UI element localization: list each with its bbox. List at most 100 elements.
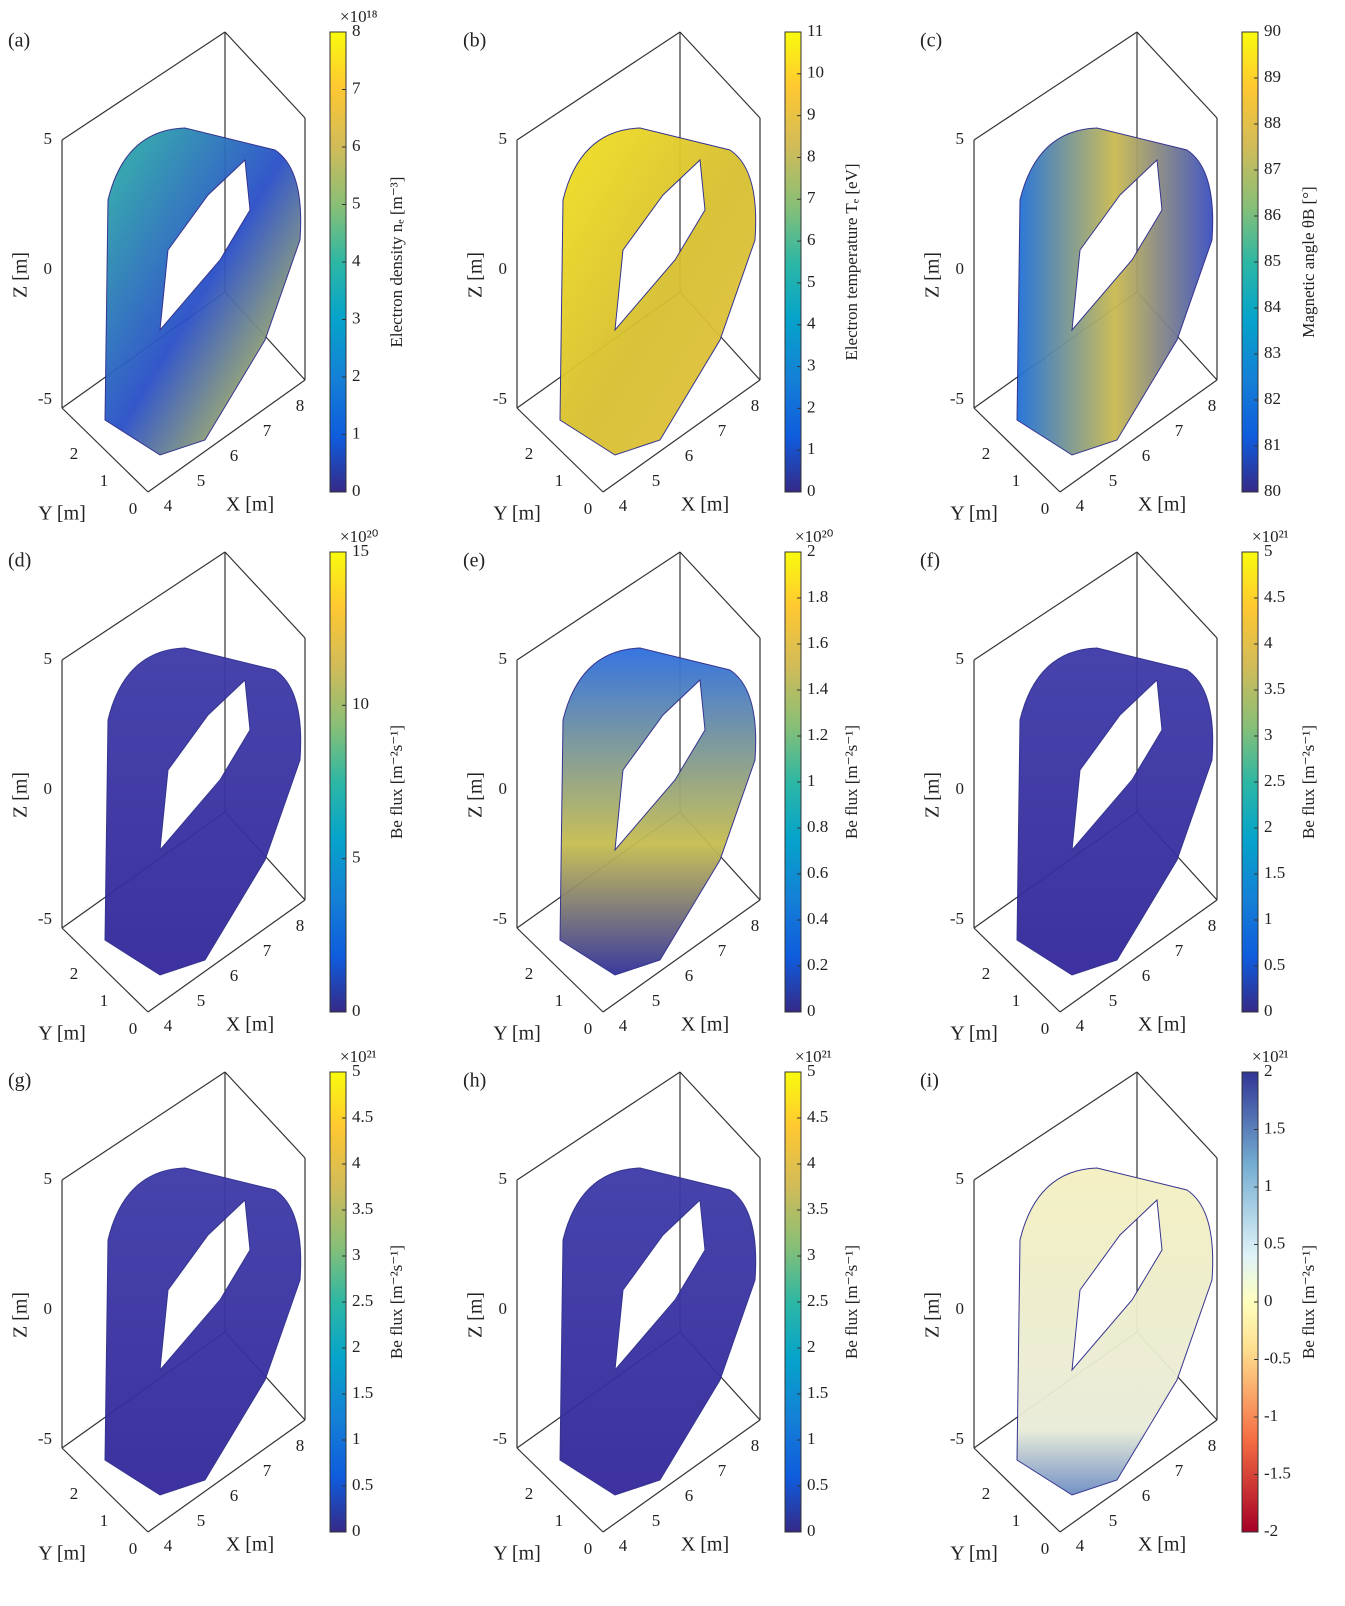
colorbar-tick-label: 85	[1264, 251, 1281, 270]
panel: (f) 5 0 -5 Z [m] 0 1 2 Y [m] 4 5 6 7 8 X [m] 0 0.5 1 1.5 2 2…	[920, 527, 1318, 1045]
z-tick-label: 5	[44, 649, 53, 668]
wall-surface	[104, 127, 302, 456]
x-tick-label: 5	[1109, 991, 1118, 1010]
colorbar-tick-label: 3	[807, 355, 816, 374]
colorbar-tick-label: 2	[807, 1337, 816, 1356]
x-tick-label: 8	[296, 1436, 305, 1455]
colorbar-tick-label: 1.8	[807, 587, 828, 606]
axis-box-edge	[679, 551, 761, 639]
x-tick-label: 7	[718, 421, 727, 440]
x-tick-label: 8	[1208, 1436, 1217, 1455]
colorbar-tick-label: 9	[807, 105, 816, 124]
x-tick-label: 8	[751, 1436, 760, 1455]
colorbar-tick-label: 3.5	[352, 1199, 373, 1218]
x-tick-label: 7	[718, 941, 727, 960]
colorbar-tick-label: 7	[352, 78, 361, 97]
colorbar-tick-label: 0.5	[1264, 1233, 1285, 1252]
colorbar-tick-label: 1.5	[1264, 1118, 1285, 1137]
colorbar-label: Be flux [m⁻²s⁻¹]	[842, 1245, 861, 1359]
z-tick-label: 0	[44, 779, 53, 798]
panel-label: (f)	[920, 550, 940, 572]
colorbar-exponent: ×10¹⁸	[340, 7, 378, 26]
colorbar-tick-label: 5	[807, 272, 816, 291]
colorbar-tick-label: 0	[1264, 1291, 1273, 1310]
axis-box-edge	[602, 1419, 761, 1533]
axis-box-edge	[973, 551, 1138, 661]
panel-label: (h)	[463, 1070, 486, 1092]
colorbar-exponent: ×10²¹	[1252, 1047, 1289, 1066]
y-tick-label: 2	[525, 964, 534, 983]
colorbar-tick-label: 3	[352, 308, 361, 327]
z-axis-label: Z [m]	[10, 1292, 32, 1338]
colorbar-tick-label: 86	[1264, 205, 1281, 224]
axis-box-edge	[147, 379, 306, 493]
axis-box-edge	[679, 1071, 761, 1159]
panel-label: (a)	[8, 30, 30, 52]
colorbar-tick-label: 5	[352, 1061, 361, 1080]
x-tick-label: 6	[230, 446, 239, 465]
panel: (c) 5 0 -5 Z [m] 0 1 2 Y [m] 4 5 6 7 8 X [m] 80 81 82 83 84…	[920, 21, 1318, 525]
colorbar-tick-label: 4	[807, 1153, 816, 1172]
axis-box-edge	[679, 31, 761, 119]
panel-label: (d)	[8, 550, 31, 572]
axis-box-edge	[1136, 31, 1218, 119]
colorbar-tick-label: 2	[807, 397, 816, 416]
colorbar-label: Electron temperature Tₑ [eV]	[842, 163, 861, 360]
colorbar-tick-label: 1.4	[807, 679, 829, 698]
panel: (g) 5 0 -5 Z [m] 0 1 2 Y [m] 4 5 6 7 8 X [m] 0 0.5 1 1.5 2 2…	[8, 1047, 406, 1565]
colorbar-tick-label: 2.5	[1264, 771, 1285, 790]
y-axis-label: Y [m]	[950, 1023, 998, 1045]
colorbar-tick-label: 1	[352, 423, 361, 442]
z-tick-label: -5	[493, 909, 507, 928]
wall-surface	[1016, 1167, 1214, 1496]
colorbar-tick-label: 0	[352, 1001, 361, 1020]
axis-box-edge	[973, 407, 1061, 493]
z-axis-label: Z [m]	[465, 252, 487, 298]
axis-box-edge	[61, 551, 226, 661]
colorbar-tick-label: 1.5	[1264, 863, 1285, 882]
z-tick-label: -5	[950, 389, 964, 408]
axis-box-edge	[516, 1447, 604, 1533]
x-tick-label: 5	[197, 471, 206, 490]
colorbar-label: Be flux [m⁻²s⁻¹]	[1299, 725, 1318, 839]
colorbar-label: Be flux [m⁻²s⁻¹]	[387, 725, 406, 839]
axis-box-edge	[973, 927, 1061, 1013]
colorbar-tick-label: 1.5	[352, 1383, 373, 1402]
colorbar-tick-label: -0.5	[1264, 1348, 1291, 1367]
z-tick-label: 0	[499, 1299, 508, 1318]
x-tick-label: 4	[164, 496, 173, 515]
axis-box-edge	[516, 31, 681, 141]
panel-label: (b)	[463, 30, 486, 52]
z-tick-label: 0	[44, 259, 53, 278]
z-tick-label: 5	[956, 129, 965, 148]
y-tick-label: 0	[1041, 1019, 1050, 1038]
x-tick-label: 7	[1175, 1461, 1184, 1480]
panel-label: (c)	[920, 30, 942, 52]
y-tick-label: 2	[525, 444, 534, 463]
z-tick-label: -5	[493, 1429, 507, 1448]
y-axis-label: Y [m]	[493, 1543, 541, 1565]
colorbar-tick-label: 3.5	[1264, 679, 1285, 698]
z-tick-label: 5	[956, 649, 965, 668]
colorbar-tick-label: 4	[1264, 633, 1273, 652]
z-tick-label: 5	[44, 129, 53, 148]
x-tick-label: 5	[652, 991, 661, 1010]
x-axis-label: X [m]	[1138, 494, 1186, 516]
z-tick-label: -5	[950, 1429, 964, 1448]
axis-box-edge	[224, 31, 306, 119]
x-tick-label: 6	[1142, 966, 1151, 985]
colorbar-label: Be flux [m⁻²s⁻¹]	[387, 1245, 406, 1359]
x-tick-label: 6	[685, 446, 694, 465]
x-axis-label: X [m]	[1138, 1014, 1186, 1036]
colorbar-tick-label: 4	[807, 314, 816, 333]
z-tick-label: 5	[499, 129, 508, 148]
x-axis-label: X [m]	[1138, 1534, 1186, 1556]
panel-label: (i)	[920, 1070, 939, 1092]
colorbar-tick-label: 0.5	[352, 1475, 373, 1494]
x-tick-label: 7	[263, 941, 272, 960]
colorbar-exponent: ×10²¹	[1252, 527, 1289, 546]
x-tick-label: 6	[230, 1486, 239, 1505]
axis-box-edge	[61, 31, 226, 141]
